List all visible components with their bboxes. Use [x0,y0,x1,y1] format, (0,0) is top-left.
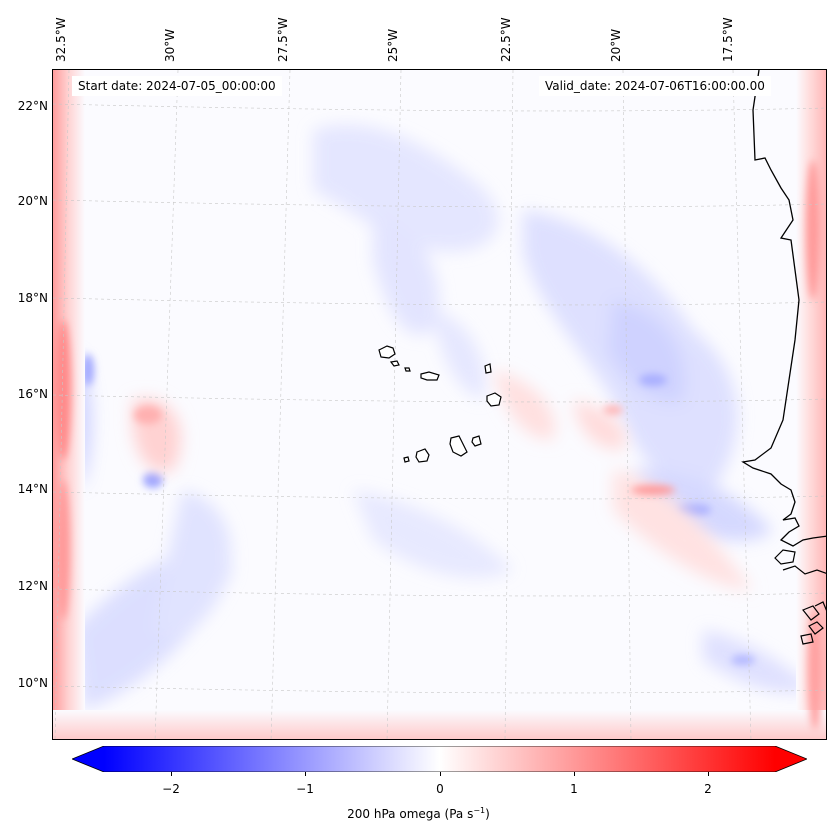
colorbar-tick-label: 2 [704,782,712,796]
bottom-boundary-zone [53,710,826,739]
lat-label-18n: 18°N [17,291,48,305]
colorbar-tick-label: −2 [162,782,180,796]
colorbar-tick-mark [708,772,709,776]
colorbar-tick-label: −1 [296,782,314,796]
lat-label-22n: 22°N [17,99,48,113]
island-brava [403,456,410,463]
island-fogo [415,448,430,463]
colorbar-title: 200 hPa omega (Pa s−1) [0,806,837,821]
island-santa-luzia [404,367,411,372]
colorbar-graphic [70,745,809,773]
start-date-label: Start date: 2024-07-05_00:00:00 [72,76,282,96]
african-coastline [741,70,826,547]
strong-positive-cells [134,405,675,495]
island-sal [484,363,492,374]
lon-label-20w: 20°W [609,28,623,62]
lat-label-20n: 20°N [17,194,48,208]
island-santo-antao [378,345,396,359]
colorbar-gradient [104,746,775,772]
right-boundary-peak-south [808,610,822,730]
lon-label-22-5w: 22.5°W [499,17,513,62]
negative-omega-regions [71,124,813,710]
lat-label-16n: 16°N [17,387,48,401]
island-santiago [449,435,468,457]
colorbar-min-extend [72,746,104,772]
island-maio [471,435,482,447]
map-panel[interactable] [52,69,827,740]
omega-field-map [53,70,826,739]
lon-label-30w: 30°W [163,28,177,62]
lat-label-10n: 10°N [17,676,48,690]
lon-label-25w: 25°W [386,28,400,62]
left-boundary-peak [55,320,71,460]
lat-label-12n: 12°N [17,579,48,593]
valid-date-label: Valid_date: 2024-07-06T16:00:00.00 [539,76,771,96]
colorbar-tick-label: 1 [570,782,578,796]
lon-label-27-5w: 27.5°W [276,17,290,62]
graticule [53,70,826,739]
colorbar-tick-mark [440,772,441,776]
lon-label-17-5w: 17.5°W [721,17,735,62]
lon-label-32-5w: 32.5°W [54,17,68,62]
island-boa-vista [486,392,502,407]
right-boundary-peak [806,160,820,300]
bissagos-coast [774,549,826,645]
colorbar-tick-mark [574,772,575,776]
colorbar-tick-label: 0 [436,782,444,796]
colorbar-title-exponent: −1 [473,806,486,815]
colorbar-tick-mark [305,772,306,776]
colorbar-title-close: ) [485,807,490,821]
island-sao-vicente [389,360,400,367]
colorbar-max-extend [775,746,807,772]
lat-label-14n: 14°N [17,482,48,496]
colorbar [70,745,809,773]
colorbar-tick-mark [171,772,172,776]
island-sao-nicolau [420,371,440,381]
colorbar-title-text: 200 hPa omega (Pa s [347,807,474,821]
cape-verde-islands [378,345,502,463]
